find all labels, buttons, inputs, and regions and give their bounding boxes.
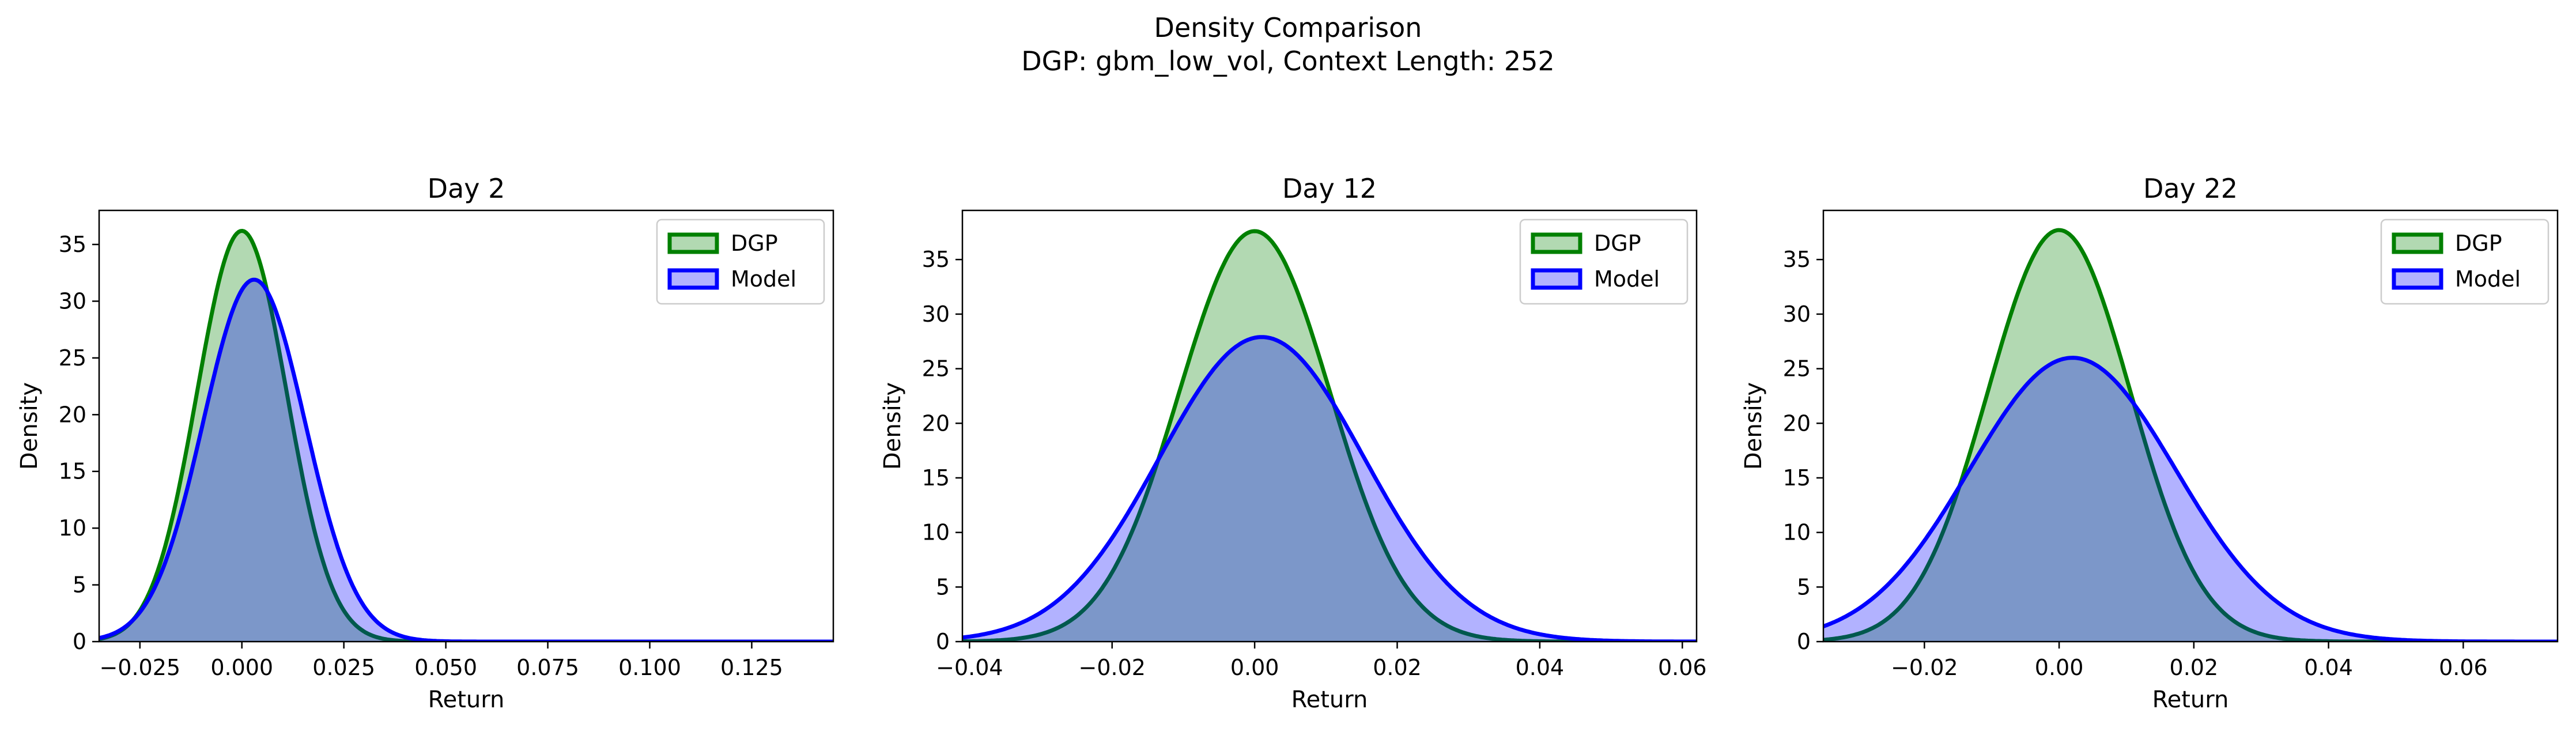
y-tick-label: 10 [1783, 520, 1811, 545]
dgp-line [99, 229, 833, 642]
y-tick-label: 30 [1783, 301, 1811, 327]
legend-swatch-model [1531, 268, 1582, 290]
suptitle-line1: Density Comparison [1154, 12, 1422, 43]
legend-box [1519, 218, 1689, 305]
suptitle-line2: DGP: gbm_low_vol, Context Length: 252 [1021, 46, 1554, 77]
legend-swatch-dgp [1531, 232, 1582, 254]
legend-box [2380, 218, 2549, 305]
y-axis-label: Density [1740, 382, 1767, 470]
chart-panel-2: −0.04 −0.02 0.00 0.02 0.04 0.06 0 5 10 15 20 25 30 35… [879, 173, 1707, 713]
y-tick-label: 0 [936, 629, 950, 654]
y-tick-label: 35 [922, 247, 950, 272]
x-tick-label: −0.025 [99, 655, 180, 680]
y-axis-label: Density [16, 382, 43, 470]
legend: DGP Model [656, 218, 825, 305]
x-tick-label: 0.025 [312, 655, 375, 680]
legend-box [656, 218, 825, 305]
y-tick-label: 5 [1797, 574, 1811, 600]
panel-title: Day 2 [428, 173, 505, 204]
legend-label-model: Model [731, 266, 796, 292]
chart-panel-1: −0.025 0.000 0.025 0.050 0.075 0.100 0.125 0 5 10… [16, 173, 834, 713]
x-tick-label: 0.06 [1658, 655, 1707, 680]
y-tick-label: 25 [59, 345, 86, 371]
y-tick-label: 0 [1797, 629, 1811, 654]
x-tick-label: −0.02 [1891, 655, 1958, 680]
x-tick-label: 0.125 [720, 655, 783, 680]
y-tick-label: 20 [922, 410, 950, 436]
y-tick-label: 0 [73, 629, 86, 654]
x-tick-label: 0.02 [1373, 655, 1422, 680]
axes-frame [1822, 209, 2559, 643]
x-tick-label: 0.04 [1516, 655, 1565, 680]
axes-frame [961, 209, 1698, 643]
legend-swatch-dgp [2392, 232, 2443, 254]
panel-title: Day 22 [2143, 173, 2238, 204]
y-axis-label: Density [879, 382, 906, 470]
y-tick-label: 15 [922, 465, 950, 491]
x-tick-label: −0.02 [1079, 655, 1146, 680]
model-area [99, 280, 833, 642]
panels: −0.025 0.000 0.025 0.050 0.075 0.100 0.1250510… [16, 173, 2559, 713]
model-area [1823, 357, 2558, 642]
y-tick-label: 10 [59, 515, 86, 541]
chart-panel-3: −0.02 0.00 0.02 0.04 0.06 0 5 10 15 20 25 30 35 Day 2… [1740, 173, 2559, 713]
y-tick-label: 25 [1783, 356, 1811, 382]
legend-swatch-model [667, 268, 719, 290]
dgp-area [99, 231, 833, 642]
x-tick-label: 0.050 [414, 655, 477, 680]
y-tick-label: 25 [922, 356, 950, 382]
x-tick-label: 0.00 [1230, 655, 1279, 680]
y-tick-label: 10 [922, 520, 950, 545]
y-tick-label: 30 [922, 301, 950, 327]
x-tick-label: 0.06 [2439, 655, 2488, 680]
y-tick-label: 20 [1783, 410, 1811, 436]
model-line [962, 335, 1697, 642]
x-tick-label: −0.04 [936, 655, 1003, 680]
model-area [962, 337, 1697, 642]
y-tick-label: 30 [59, 288, 86, 314]
legend-swatch-dgp [667, 232, 719, 254]
dgp-line [1823, 228, 2558, 642]
legend-label-dgp: DGP [1594, 231, 1641, 256]
x-tick-label: 0.100 [618, 655, 681, 680]
y-tick-label: 5 [936, 574, 950, 600]
legend-label-dgp: DGP [731, 231, 778, 256]
legend-label-model: Model [1594, 266, 1660, 292]
y-tick-label: 20 [59, 402, 86, 427]
legend-label-model: Model [2455, 266, 2521, 292]
x-axis-label: Return [2152, 687, 2229, 713]
y-tick-label: 35 [1783, 247, 1811, 272]
x-tick-label: 0.00 [2035, 655, 2084, 680]
y-tick-label: 15 [59, 459, 86, 484]
y-tick-label: 5 [73, 572, 86, 598]
x-tick-label: 0.000 [210, 655, 273, 680]
x-tick-label: 0.02 [2170, 655, 2219, 680]
x-axis-label: Return [428, 687, 505, 713]
legend-swatch-model [2392, 268, 2443, 290]
axes-frame [98, 209, 834, 643]
y-tick-label: 35 [59, 232, 86, 257]
legend: DGP Model [1519, 218, 1689, 305]
legend-label-dgp: DGP [2455, 231, 2502, 256]
x-axis-label: Return [1291, 687, 1368, 713]
y-tick-label: 15 [1783, 465, 1811, 491]
x-tick-label: 0.04 [2304, 655, 2353, 680]
x-tick-label: 0.075 [516, 655, 579, 680]
panel-title: Day 12 [1282, 173, 1377, 204]
legend: DGP Model [2380, 218, 2549, 305]
dgp-area [962, 231, 1697, 642]
